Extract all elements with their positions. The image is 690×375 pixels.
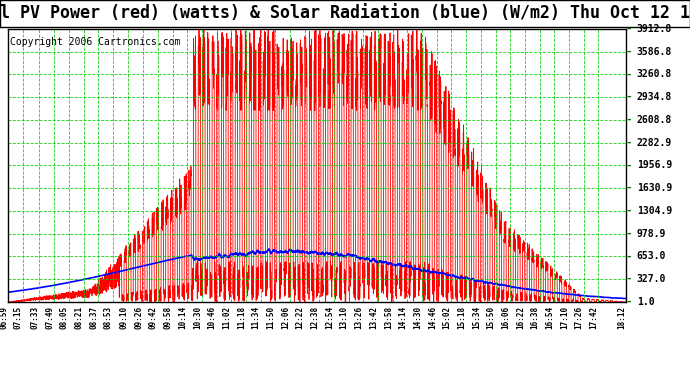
Text: 10:14: 10:14: [178, 306, 187, 329]
Text: -: -: [627, 115, 631, 125]
Text: -: -: [627, 251, 631, 261]
Text: 15:18: 15:18: [457, 306, 466, 329]
Text: 09:58: 09:58: [164, 306, 172, 329]
Text: 17:26: 17:26: [575, 306, 584, 329]
Text: -: -: [627, 46, 631, 57]
Text: -: -: [627, 92, 631, 102]
Text: 09:42: 09:42: [149, 306, 158, 329]
Text: 12:22: 12:22: [296, 306, 305, 329]
Text: 11:50: 11:50: [266, 306, 275, 329]
Text: -: -: [627, 160, 631, 170]
Text: 08:37: 08:37: [89, 306, 98, 329]
Text: -: -: [627, 69, 631, 80]
Text: 07:15: 07:15: [14, 306, 23, 329]
Text: 12:38: 12:38: [310, 306, 319, 329]
Text: 16:22: 16:22: [516, 306, 525, 329]
Text: 09:10: 09:10: [119, 306, 128, 329]
Text: 15:02: 15:02: [442, 306, 451, 329]
Text: 15:50: 15:50: [486, 306, 495, 329]
Text: 1630.9: 1630.9: [637, 183, 672, 193]
Text: 13:58: 13:58: [384, 306, 393, 329]
Text: 3586.8: 3586.8: [637, 46, 672, 57]
Text: 14:14: 14:14: [398, 306, 407, 329]
Text: -: -: [627, 206, 631, 216]
Text: 11:18: 11:18: [237, 306, 246, 329]
Text: 14:30: 14:30: [413, 306, 422, 329]
Text: -: -: [627, 297, 631, 307]
Text: 07:33: 07:33: [30, 306, 39, 329]
Text: 2608.8: 2608.8: [637, 115, 672, 125]
Text: 978.9: 978.9: [637, 229, 667, 238]
Text: 16:06: 16:06: [501, 306, 510, 329]
Text: 18:12: 18:12: [617, 306, 626, 329]
Text: 16:38: 16:38: [531, 306, 540, 329]
Text: 3912.8: 3912.8: [637, 24, 672, 34]
Text: 16:54: 16:54: [545, 306, 554, 329]
Text: 09:26: 09:26: [134, 306, 143, 329]
Text: 17:42: 17:42: [589, 306, 598, 329]
Text: 2282.9: 2282.9: [637, 138, 672, 148]
Text: 12:54: 12:54: [325, 306, 334, 329]
Text: 13:10: 13:10: [339, 306, 348, 329]
Text: 11:02: 11:02: [222, 306, 231, 329]
Text: Total PV Power (red) (watts) & Solar Radiation (blue) (W/m2) Thu Oct 12 18:17: Total PV Power (red) (watts) & Solar Rad…: [0, 4, 690, 22]
Text: 1.0: 1.0: [637, 297, 655, 307]
Text: 12:06: 12:06: [281, 306, 290, 329]
Text: 14:46: 14:46: [428, 306, 437, 329]
Text: 11:34: 11:34: [252, 306, 261, 329]
Text: 15:34: 15:34: [472, 306, 481, 329]
Text: -: -: [627, 274, 631, 284]
Text: 08:21: 08:21: [75, 306, 83, 329]
Text: 13:26: 13:26: [355, 306, 364, 329]
Text: 10:30: 10:30: [193, 306, 202, 329]
Text: 06:59: 06:59: [0, 306, 8, 329]
Text: 1956.9: 1956.9: [637, 160, 672, 170]
Text: 08:53: 08:53: [104, 306, 113, 329]
Text: -: -: [627, 183, 631, 193]
Text: 07:49: 07:49: [45, 306, 54, 329]
Text: Copyright 2006 Cartronics.com: Copyright 2006 Cartronics.com: [10, 37, 180, 47]
Text: -: -: [627, 138, 631, 148]
Text: 327.0: 327.0: [637, 274, 667, 284]
Text: 653.0: 653.0: [637, 251, 667, 261]
Text: -: -: [627, 24, 631, 34]
Text: 17:10: 17:10: [560, 306, 569, 329]
Text: 10:46: 10:46: [208, 306, 217, 329]
Text: -: -: [627, 229, 631, 238]
Text: 3260.8: 3260.8: [637, 69, 672, 80]
Text: 08:05: 08:05: [60, 306, 69, 329]
Text: 2934.8: 2934.8: [637, 92, 672, 102]
Text: 13:42: 13:42: [369, 306, 378, 329]
Text: 1304.9: 1304.9: [637, 206, 672, 216]
